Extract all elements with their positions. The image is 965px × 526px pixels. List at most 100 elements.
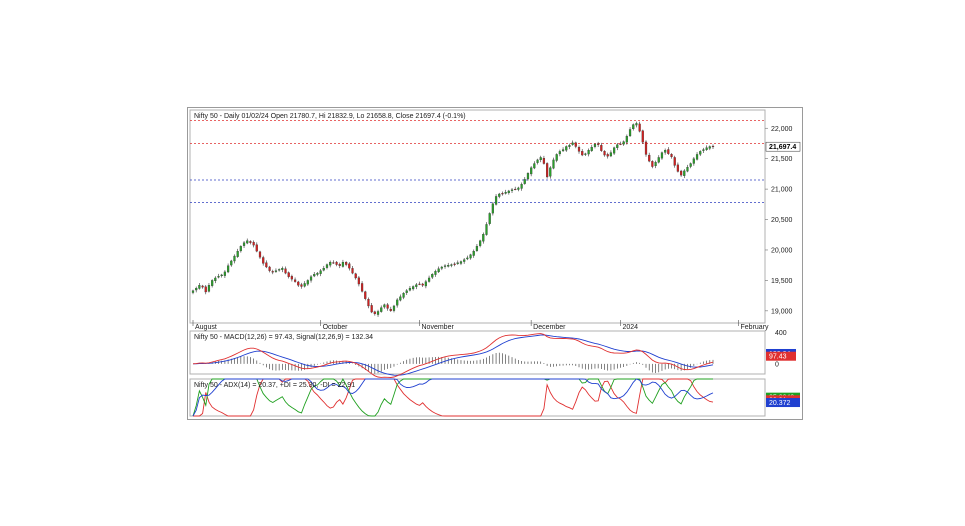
candle-body: [252, 241, 255, 246]
candle-body: [364, 291, 367, 299]
candle-body: [271, 271, 274, 273]
candle-body: [711, 145, 715, 148]
candle-body: [424, 281, 427, 287]
candle-body: [246, 240, 249, 244]
candle-body: [488, 213, 491, 224]
candle-body: [211, 280, 214, 286]
candle-body: [412, 286, 415, 290]
candle-body: [498, 193, 501, 197]
candle-body: [466, 257, 469, 260]
candle-body: [667, 149, 670, 154]
candle-body: [329, 261, 332, 266]
x-tick-label: November: [422, 324, 455, 331]
candle-body: [584, 153, 587, 155]
candle-body: [597, 143, 600, 145]
candle-body: [300, 284, 303, 287]
macd-value-label: 97.43: [769, 354, 787, 361]
macd-y-tick-label: 400: [775, 330, 787, 337]
candle-body: [309, 276, 313, 281]
candle-body: [702, 149, 705, 151]
candle-body: [571, 142, 574, 145]
macd-y-tick-label: 0: [775, 361, 779, 368]
candle-body: [689, 163, 692, 167]
candle-body: [654, 162, 657, 167]
candle-body: [383, 304, 386, 308]
candle-body: [504, 192, 507, 194]
candle-body: [507, 190, 510, 194]
candle-body: [351, 268, 354, 274]
candle-body: [568, 145, 571, 147]
candle-body: [399, 296, 402, 301]
candle-body: [290, 276, 293, 280]
candle-body: [485, 224, 488, 235]
candle-body: [552, 159, 555, 169]
candle-body: [683, 170, 686, 176]
candle-body: [386, 304, 389, 309]
macd-value-labels: 132.3497.43: [766, 348, 796, 361]
candle-body: [421, 283, 424, 286]
candle-body: [616, 144, 619, 148]
candle-body: [431, 274, 434, 278]
candle-body: [549, 167, 552, 177]
candle-body: [437, 268, 440, 273]
candle-body: [482, 233, 485, 242]
candle-body: [555, 154, 558, 161]
candle-body: [357, 277, 360, 285]
candle-body: [523, 179, 526, 184]
candle-body: [198, 285, 201, 289]
candle-body: [287, 272, 290, 277]
adx-value-labels: 25.304922.9120.372: [766, 392, 800, 408]
candle-body: [472, 251, 475, 256]
macd-panel: 0 400 132.3497.43 Nifty 50 - MACD(12,26) …: [189, 330, 796, 378]
candle-body: [408, 288, 412, 291]
chart-frame: 19,000 19,500 20,000 20,500 21,000 21,500 22,0…: [187, 107, 803, 420]
candle-body: [204, 286, 207, 293]
candle-body: [679, 170, 683, 176]
macd-histogram: [195, 352, 714, 374]
candle-body: [201, 285, 204, 288]
candle-body: [293, 279, 297, 282]
candle-body: [542, 158, 546, 164]
price-panel: 19,000 19,500 20,000 20,500 21,000 21,500 22,0…: [189, 109, 801, 331]
candle-body: [648, 154, 651, 162]
candle-body: [249, 241, 252, 243]
candle-body: [380, 307, 383, 312]
candle-body: [530, 167, 533, 175]
candle-body: [281, 268, 284, 270]
candle-body: [558, 151, 561, 155]
candle-body: [657, 157, 660, 163]
candle-body: [459, 261, 463, 264]
candle-body: [392, 305, 396, 311]
adx-title: Nifty 50 - ADX(14) = 20.37, +DI = 25.30,…: [194, 382, 355, 389]
candle-body: [673, 157, 676, 166]
candle-body: [708, 146, 711, 149]
candle-body: [348, 263, 351, 269]
candle-body: [284, 268, 287, 274]
candle-body: [517, 187, 520, 190]
candle-body: [463, 259, 466, 262]
macd-value-box: [766, 351, 796, 361]
adx-line: [192, 378, 714, 417]
candle-body: [191, 290, 195, 293]
candle-body: [651, 161, 654, 167]
macd-plot-area: [189, 330, 766, 375]
adx-value-box: [766, 398, 800, 408]
candle-body: [370, 305, 373, 313]
candle-body: [265, 262, 268, 268]
candle-body: [207, 285, 211, 292]
candle-body: [456, 262, 459, 264]
candle-body: [230, 260, 233, 266]
candle-body: [606, 154, 609, 157]
candle-body: [303, 283, 306, 287]
x-tick-label: December: [533, 324, 566, 331]
candle-body: [581, 151, 584, 156]
candle-body: [313, 274, 316, 277]
candle-body: [418, 283, 421, 285]
candle-body: [268, 266, 271, 271]
candle-body: [565, 146, 568, 151]
candle-body: [644, 141, 648, 155]
last-price-label: 21,697.4: [769, 144, 796, 151]
candle-body: [360, 283, 364, 292]
candle-body: [335, 261, 338, 265]
candle-body: [297, 281, 300, 286]
